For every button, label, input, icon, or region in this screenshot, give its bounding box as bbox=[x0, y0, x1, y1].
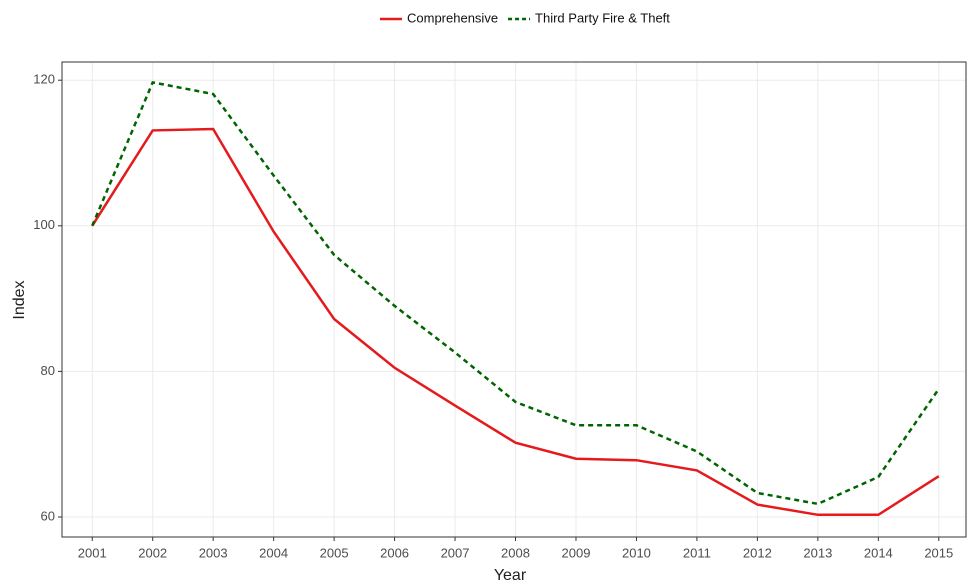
legend-label: Comprehensive bbox=[407, 10, 498, 25]
x-tick-label: 2007 bbox=[441, 545, 470, 560]
y-tick-label: 80 bbox=[41, 363, 55, 378]
y-tick-label: 120 bbox=[33, 72, 55, 87]
x-tick-label: 2011 bbox=[683, 545, 711, 560]
x-tick-label: 2014 bbox=[864, 545, 893, 560]
x-tick-label: 2012 bbox=[743, 545, 772, 560]
series-line bbox=[91, 80, 940, 506]
x-tick-label: 2005 bbox=[320, 545, 349, 560]
x-tick-label: 2002 bbox=[138, 545, 167, 560]
x-tick-label: 2008 bbox=[501, 545, 530, 560]
x-tick-label: 2006 bbox=[380, 545, 409, 560]
x-tick-label: 2003 bbox=[199, 545, 228, 560]
x-tick-label: 2004 bbox=[259, 545, 288, 560]
y-axis-label: Index bbox=[11, 280, 28, 319]
x-axis-label: Year bbox=[494, 567, 527, 584]
y-tick-label: 60 bbox=[41, 508, 55, 523]
x-tick-label: 2013 bbox=[803, 545, 832, 560]
series-line bbox=[91, 127, 940, 517]
x-tick-label: 2001 bbox=[78, 545, 107, 560]
legend-label: Third Party Fire & Theft bbox=[535, 10, 670, 25]
plot-border bbox=[61, 61, 967, 538]
x-tick-label: 2015 bbox=[924, 545, 953, 560]
y-tick-label: 100 bbox=[33, 217, 55, 232]
x-tick-label: 2009 bbox=[562, 545, 591, 560]
x-tick-label: 2010 bbox=[622, 545, 651, 560]
